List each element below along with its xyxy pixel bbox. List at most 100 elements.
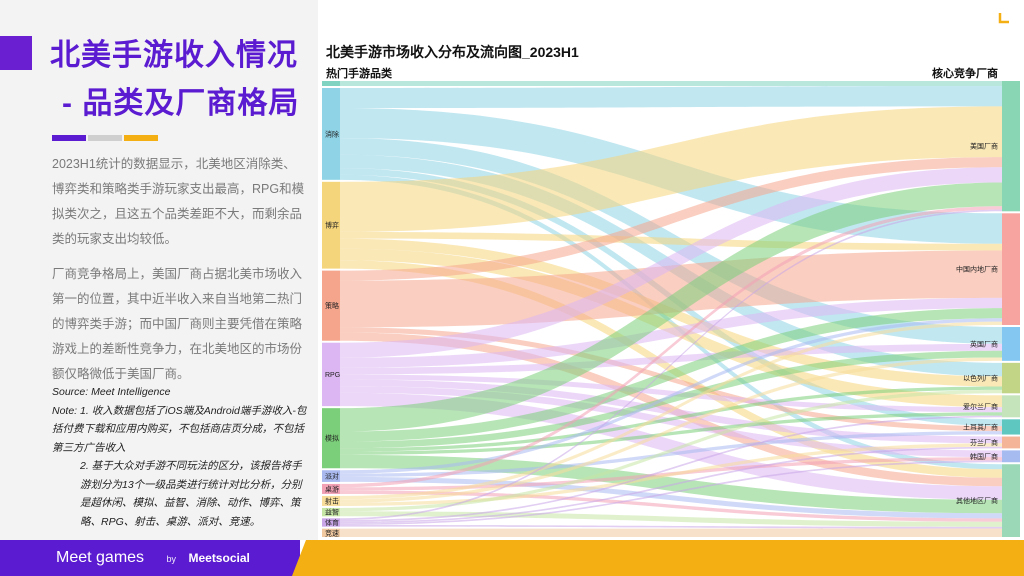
corner-mark-icon xyxy=(998,13,1009,24)
sankey-link xyxy=(340,412,1002,455)
right-node xyxy=(1002,362,1020,394)
sankey-link xyxy=(340,231,1002,251)
right-node xyxy=(1002,395,1020,418)
sankey-link xyxy=(340,476,1002,519)
sankey-link xyxy=(340,392,1002,500)
sankey-link xyxy=(340,386,1002,452)
right-node xyxy=(1002,436,1020,449)
brand-meetsocial: Meetsocial xyxy=(188,551,250,565)
left-node xyxy=(322,181,340,269)
right-node xyxy=(1002,81,1020,212)
left-node xyxy=(322,518,340,527)
sankey-link xyxy=(340,206,1002,488)
right-node-label: 土耳其厂商 xyxy=(963,422,998,431)
notes-block: Source: Meet Intelligence Note: 1. 收入数据包… xyxy=(52,383,308,531)
right-axis-header: 核心竞争厂商 xyxy=(932,68,998,80)
right-node-label: 英国厂商 xyxy=(970,339,998,348)
left-node-label: 体育 xyxy=(325,518,339,527)
sankey-link xyxy=(340,260,1002,478)
sankey-link xyxy=(340,460,1002,525)
sankey-link xyxy=(340,86,1002,109)
left-node-label: 桌游 xyxy=(325,484,339,493)
summary-paragraph-2: 厂商竞争格局上，美国厂商占据北美市场收入第一的位置，其中近半收入来自当地第二热门… xyxy=(52,267,303,381)
sankey-link xyxy=(340,318,1002,474)
left-node xyxy=(322,470,340,482)
sankey-link xyxy=(340,157,1002,281)
sankey-link xyxy=(340,415,1002,522)
left-node-label: 策略 xyxy=(325,301,339,310)
left-node-label: 益智 xyxy=(325,508,339,517)
source-note: Source: Meet Intelligence xyxy=(52,386,171,398)
left-node xyxy=(322,507,340,517)
right-node-label: 其他地区厂商 xyxy=(956,496,998,505)
page-title-line2: - 品类及厂商格局 xyxy=(62,87,300,120)
chart-title: 北美手游市场收入分布及流向图_2023H1 xyxy=(326,44,579,60)
left-panel xyxy=(0,0,318,540)
page-title: 北美手游收入情况 - 品类及厂商格局 xyxy=(50,32,310,128)
divider-bar-orange xyxy=(124,135,158,141)
divider-bar-grey xyxy=(88,135,122,141)
left-node xyxy=(322,495,340,506)
sankey-link xyxy=(340,209,1002,520)
left-node xyxy=(322,408,340,469)
left-node-label: 模拟 xyxy=(325,434,339,443)
right-node-label: 爱尔兰厂商 xyxy=(963,402,998,411)
right-node-label: 中国内地厂商 xyxy=(956,265,998,274)
sankey-link xyxy=(340,81,1002,87)
sankey-link xyxy=(340,524,1002,529)
footer-orange-band xyxy=(292,540,1024,576)
sankey-link xyxy=(340,386,1002,458)
sankey-link xyxy=(340,357,1002,503)
right-node xyxy=(1002,327,1020,361)
title-accent-block xyxy=(0,36,32,70)
note-2: 2. 基于大众对手游不同玩法的区分，该报告将手游划分为13个一级品类进行统计对比… xyxy=(80,460,302,528)
left-node-label: 派对 xyxy=(325,472,339,481)
sankey-link xyxy=(340,250,1002,328)
sankey-link xyxy=(340,167,1002,358)
left-node-label: 消除 xyxy=(325,129,339,138)
left-axis-header: 热门手游品类 xyxy=(326,68,392,80)
sankey-link xyxy=(340,308,1002,442)
sankey-links xyxy=(340,81,1002,537)
brand-by: by xyxy=(166,554,177,564)
right-node xyxy=(1002,213,1020,325)
right-node xyxy=(1002,419,1020,435)
divider-bar-purple xyxy=(52,135,86,141)
sankey-link xyxy=(340,106,1002,232)
sankey-link xyxy=(340,446,1002,524)
left-node-label: 射击 xyxy=(325,496,339,505)
left-node xyxy=(322,528,340,537)
page-title-line1: 北美手游收入情况 xyxy=(50,39,298,72)
sankey-link xyxy=(340,490,1002,522)
sankey-link xyxy=(340,389,1002,512)
sankey-link xyxy=(340,297,1002,368)
left-node-label: 竞速 xyxy=(325,528,339,537)
sankey-link xyxy=(340,182,1002,432)
footer: Meet games by Meetsocial xyxy=(0,540,1024,576)
right-node-label: 芬兰厂商 xyxy=(970,438,998,447)
right-node-label: 韩国厂商 xyxy=(970,452,998,461)
left-node-label: 博弈 xyxy=(325,221,339,230)
sankey-link xyxy=(340,321,1002,500)
sankey-link xyxy=(340,350,1002,449)
right-node xyxy=(1002,464,1020,537)
brand-logo: Meet games by Meetsocial xyxy=(56,548,250,569)
right-node-label: 以色列厂商 xyxy=(963,374,998,383)
sankey-link xyxy=(340,374,1002,413)
sankey-link xyxy=(340,343,1002,375)
right-node-label: 美国厂商 xyxy=(970,142,998,151)
sankey-link xyxy=(340,431,1002,477)
left-node xyxy=(322,483,340,494)
summary-paragraph-1: 2023H1统计的数据显示，北美地区消除类、博弈类和策略类手游玩家支出最高，RP… xyxy=(52,157,305,246)
note-1: Note: 1. 收入数据包括了iOS端及Android端手游收入-包括付费下载… xyxy=(52,404,307,454)
left-node xyxy=(322,88,340,180)
left-node-label: RPG xyxy=(325,372,340,379)
left-node xyxy=(322,342,340,407)
footer-purple-band xyxy=(0,540,300,576)
sankey-link xyxy=(340,443,1002,506)
brand-name: Meet games xyxy=(56,549,145,566)
right-node xyxy=(1002,450,1020,463)
sankey-link xyxy=(340,528,1002,537)
left-node xyxy=(322,270,340,341)
